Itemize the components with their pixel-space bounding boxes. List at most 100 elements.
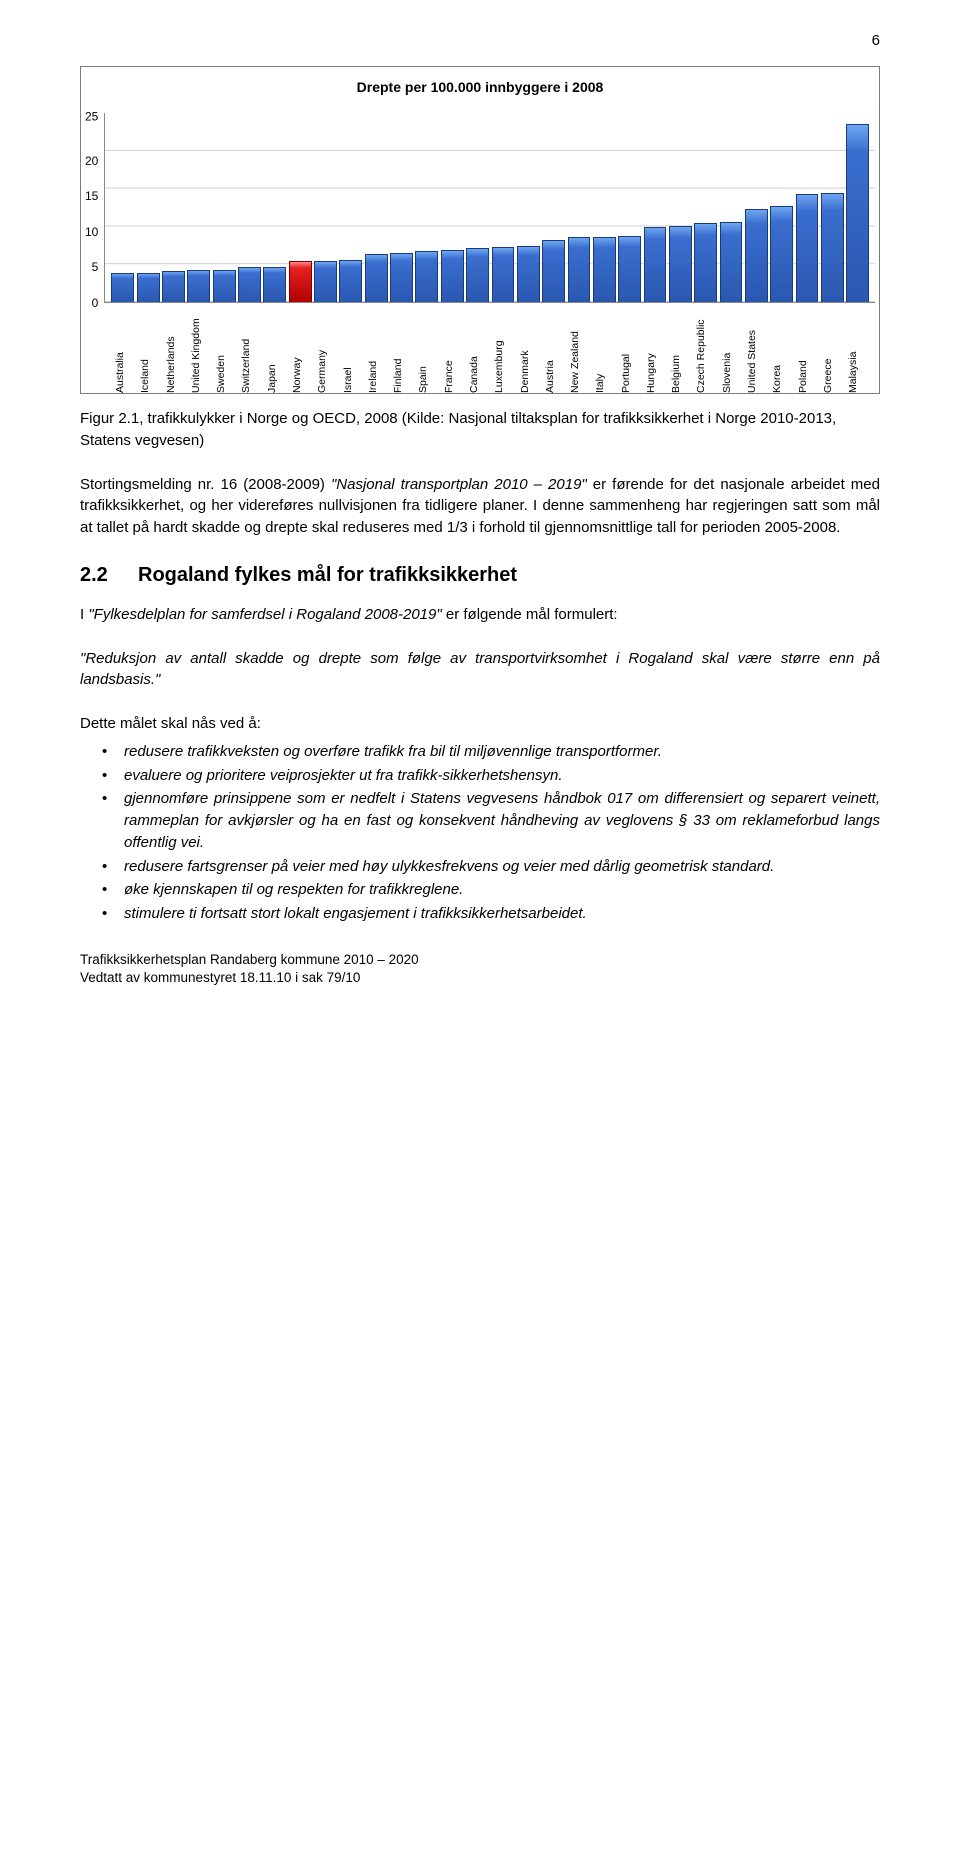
bar — [187, 270, 210, 303]
bar-slot — [238, 113, 261, 302]
bar — [796, 194, 819, 302]
bar-slot — [162, 113, 185, 302]
bar — [162, 271, 185, 302]
para2-italic: "Fylkesdelplan for samferdsel i Rogaland… — [88, 606, 441, 623]
x-label: Denmark — [518, 307, 541, 393]
x-label: Canada — [467, 307, 490, 393]
bar-slot — [415, 113, 438, 302]
x-label: Sweden — [214, 307, 237, 393]
x-label: Israel — [341, 307, 364, 393]
bar-slot — [644, 113, 667, 302]
y-tick: 20 — [85, 155, 98, 167]
bar — [339, 260, 362, 302]
bar — [669, 226, 692, 302]
bar-slot — [694, 113, 717, 302]
x-label: Austria — [543, 307, 566, 393]
bar — [213, 270, 236, 303]
bar-slot — [821, 113, 844, 302]
bar-slot — [466, 113, 489, 302]
bar — [542, 240, 565, 302]
x-label: Hungary — [644, 307, 667, 393]
bar — [644, 227, 667, 302]
x-label: Netherlands — [164, 307, 187, 393]
chart-title: Drepte per 100.000 innbyggere i 2008 — [85, 77, 875, 97]
y-tick: 0 — [92, 297, 99, 309]
bar-slot — [187, 113, 210, 302]
chart-plot — [104, 113, 875, 303]
bar — [365, 254, 388, 302]
bar — [441, 250, 464, 302]
bar-slot — [441, 113, 464, 302]
footer-line-1: Trafikksikkerhetsplan Randaberg kommune … — [80, 951, 880, 969]
bar — [390, 253, 413, 302]
para2-rest: er følgende mål formulert: — [442, 606, 618, 623]
x-label: Slovenia — [720, 307, 743, 393]
x-label: Finland — [391, 307, 414, 393]
section-number: 2.2 — [80, 561, 138, 590]
bar-slot — [137, 113, 160, 302]
bullet-item: gjennomføre prinsippene som er nedfelt i… — [80, 788, 880, 853]
bar-slot — [568, 113, 591, 302]
paragraph-2: I "Fylkesdelplan for samferdsel i Rogala… — [80, 604, 880, 626]
bullet-list: redusere trafikkveksten og overføre traf… — [80, 741, 880, 925]
bullet-item: stimulere ti fortsatt stort lokalt engas… — [80, 903, 880, 925]
bar — [289, 261, 312, 302]
bar-slot — [770, 113, 793, 302]
bar — [492, 247, 515, 302]
bullet-item: redusere fartsgrenser på veier med høy u… — [80, 856, 880, 878]
bar-slot — [263, 113, 286, 302]
bar — [137, 273, 160, 302]
bar — [238, 267, 261, 303]
x-label: Korea — [770, 307, 793, 393]
x-label: Belgium — [669, 307, 692, 393]
bullet-item: evaluere og prioritere veiprosjekter ut … — [80, 765, 880, 787]
bar — [314, 261, 337, 302]
bar-slot — [745, 113, 768, 302]
x-label: Iceland — [138, 307, 161, 393]
y-tick: 10 — [85, 226, 98, 238]
x-label: France — [442, 307, 465, 393]
page-footer: Trafikksikkerhetsplan Randaberg kommune … — [80, 951, 880, 987]
paragraph-1: Stortingsmelding nr. 16 (2008-2009) "Nas… — [80, 474, 880, 539]
x-label: Ireland — [366, 307, 389, 393]
bar — [415, 251, 438, 302]
bar-slot — [618, 113, 641, 302]
bar-slot — [846, 113, 869, 302]
chart-container: Drepte per 100.000 innbyggere i 2008 252… — [80, 66, 880, 394]
bar — [720, 222, 743, 302]
bar — [846, 124, 869, 302]
figure-caption: Figur 2.1, trafikkulykker i Norge og OEC… — [80, 408, 880, 452]
page-number: 6 — [80, 30, 880, 52]
bullet-item: øke kjennskapen til og respekten for tra… — [80, 879, 880, 901]
x-label: Italy — [593, 307, 616, 393]
bullets-lead: Dette målet skal nås ved å: — [80, 713, 880, 735]
x-axis-labels: AustraliaIcelandNetherlandsUnited Kingdo… — [85, 307, 875, 393]
x-label: United Kingdom — [189, 307, 212, 393]
x-label: Australia — [113, 307, 136, 393]
bar — [517, 246, 540, 302]
bar — [466, 248, 489, 302]
bar-slot — [390, 113, 413, 302]
bullet-item: redusere trafikkveksten og overføre traf… — [80, 741, 880, 763]
bar — [745, 209, 768, 302]
x-label: Switzerland — [239, 307, 262, 393]
x-label: Germany — [315, 307, 338, 393]
bar-slot — [669, 113, 692, 302]
bar-slot — [593, 113, 616, 302]
x-label: Poland — [796, 307, 819, 393]
bar-slot — [796, 113, 819, 302]
x-label: Greece — [821, 307, 844, 393]
bar-slot — [720, 113, 743, 302]
bar — [568, 237, 591, 302]
section-heading: 2.2 Rogaland fylkes mål for trafikksikke… — [80, 561, 880, 590]
x-label: United States — [745, 307, 768, 393]
bar — [263, 267, 286, 303]
x-label: Luxemburg — [492, 307, 515, 393]
quote-block: "Reduksjon av antall skadde og drepte so… — [80, 648, 880, 692]
y-tick: 15 — [85, 190, 98, 202]
bar-slot — [314, 113, 337, 302]
bar — [694, 223, 717, 302]
chart-area: 2520151050 — [85, 113, 875, 303]
bar-slot — [542, 113, 565, 302]
para1-italic: "Nasjonal transportplan 2010 – 2019" — [331, 476, 587, 493]
